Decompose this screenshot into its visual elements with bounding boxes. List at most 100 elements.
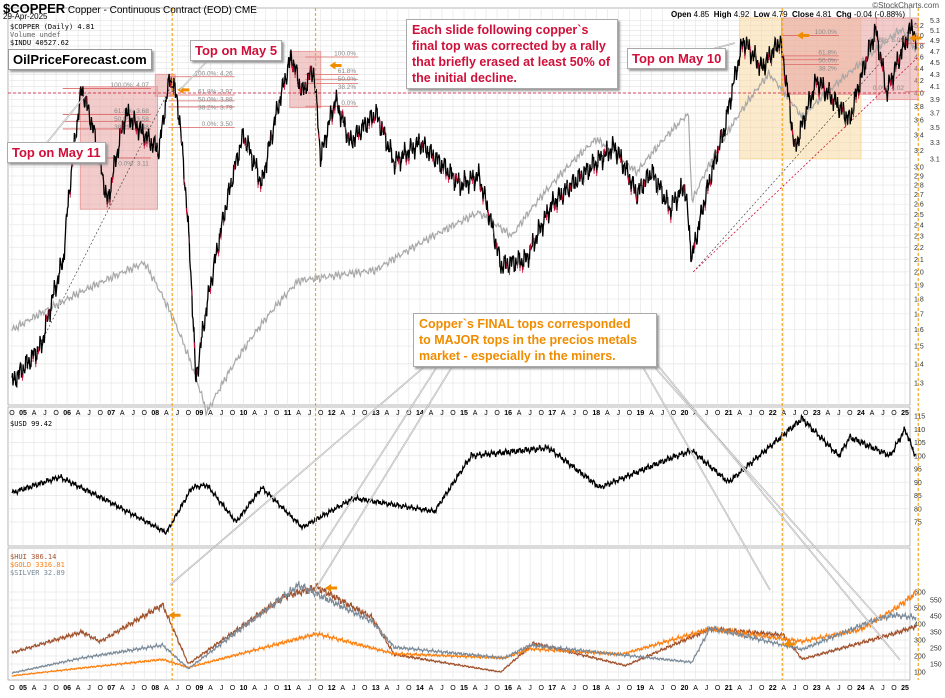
copper-y-tick: 2.1 <box>914 257 924 264</box>
x-tick-label: A <box>296 410 301 417</box>
copper-y-tick: 2.7 <box>914 192 924 199</box>
x-tick-label: J <box>440 685 444 692</box>
copper-y-tick: 3.5 <box>930 125 940 132</box>
x-tick-label: A <box>561 410 566 417</box>
x-tick-label: 23 <box>813 685 821 692</box>
copper-y-tick: 3.7 <box>930 111 940 118</box>
metals-y-tick: 400 <box>914 622 926 629</box>
x-tick-label: J <box>308 410 312 417</box>
copper-y-tick: 4.9 <box>930 38 940 45</box>
x-tick-label: 11 <box>284 410 292 417</box>
copper-y-tick: 2.0 <box>914 269 924 276</box>
callout-top-may-5: Top on May 5 <box>190 40 283 61</box>
x-tick-label: 22 <box>769 410 777 417</box>
fib-label-2011: 50.0% <box>338 76 357 83</box>
x-tick-label: J <box>396 410 400 417</box>
copper-y-tick: 4.6 <box>914 54 924 61</box>
x-tick-label: J <box>881 410 885 417</box>
copper-y-tick: 3.1 <box>930 156 940 163</box>
x-tick-label: 07 <box>107 685 115 692</box>
x-tick-label: J <box>87 685 91 692</box>
copper-y-tick: 3.9 <box>930 97 940 104</box>
x-tick-label: J <box>43 685 47 692</box>
arrow-marker-icon <box>325 584 338 592</box>
x-tick-label: O <box>406 685 412 692</box>
x-tick-label: O <box>274 410 280 417</box>
metals-y-tick: 100 <box>914 670 926 677</box>
callout-pointer <box>179 57 211 91</box>
x-tick-label: J <box>837 685 841 692</box>
fib-label-2006: 0.0%: 3.11 <box>118 160 149 167</box>
x-tick-label: A <box>32 685 37 692</box>
x-tick-label: J <box>837 410 841 417</box>
copper-y-tick: 5.0 <box>914 33 924 40</box>
callout-pointer <box>639 361 771 591</box>
callout-top-may-10: Top on May 10 <box>627 48 727 69</box>
arrow-marker-icon <box>168 611 181 620</box>
x-tick-label: A <box>208 685 213 692</box>
x-tick-label: 20 <box>681 685 689 692</box>
x-tick-label: J <box>661 410 665 417</box>
copper-y-tick: 5.2 <box>914 23 924 30</box>
x-tick-label: J <box>264 410 268 417</box>
fib-label-2011: 100.0% <box>334 50 356 57</box>
usd-y-tick: 85 <box>914 493 922 500</box>
fib-label-2021: 100.0% <box>815 29 837 36</box>
x-tick-label: A <box>605 685 610 692</box>
x-tick-label: 11 <box>284 685 292 692</box>
x-tick-label: 15 <box>460 685 468 692</box>
x-tick-label: O <box>847 410 853 417</box>
fib-label-2006: 100.0%: 4.07 <box>111 82 150 89</box>
copper-y-tick: 5.1 <box>930 28 940 35</box>
x-tick-label: A <box>825 685 830 692</box>
x-tick-label: O <box>583 410 589 417</box>
x-tick-label: A <box>164 685 169 692</box>
x-tick-label: 08 <box>151 410 159 417</box>
x-tick-label: J <box>793 410 797 417</box>
copper-y-tick: 3.3 <box>930 140 940 147</box>
x-tick-label: A <box>120 410 125 417</box>
x-tick-label: A <box>737 685 742 692</box>
usd-y-tick: 115 <box>914 414 925 421</box>
x-tick-label: A <box>737 410 742 417</box>
indu-line <box>11 26 917 416</box>
x-tick-label: J <box>43 410 47 417</box>
x-tick-label: O <box>318 410 324 417</box>
x-tick-label: 17 <box>548 410 556 417</box>
arrow-marker-icon <box>177 85 190 94</box>
silver-line <box>11 581 917 675</box>
x-tick-label: A <box>32 410 37 417</box>
copper-y-tick: 3.6 <box>914 118 924 125</box>
arrow-marker-icon <box>329 61 342 70</box>
callout-pointer <box>654 361 901 661</box>
x-tick-label: A <box>561 685 566 692</box>
copper-y-tick: 3.4 <box>914 132 924 139</box>
x-tick-label: A <box>208 410 213 417</box>
x-tick-label: 09 <box>196 410 204 417</box>
x-tick-label: O <box>230 410 236 417</box>
x-tick-label: J <box>617 685 621 692</box>
x-tick-label: A <box>164 410 169 417</box>
copper-y-tick: 4.8 <box>914 43 924 50</box>
x-tick-label: 22 <box>769 685 777 692</box>
x-tick-label: J <box>264 685 268 692</box>
x-tick-label: J <box>661 685 665 692</box>
x-tick-label: O <box>450 410 456 417</box>
fib-label-2021: 38.2% <box>818 65 837 72</box>
fib-label-2011: 0.0% <box>341 100 356 107</box>
fib-label-2011: 61.8% <box>338 68 357 75</box>
x-tick-label: 10 <box>240 410 248 417</box>
x-tick-label: O <box>538 685 544 692</box>
callout-pointer <box>314 361 456 591</box>
x-tick-label: A <box>649 685 654 692</box>
copper-y-tick: 1.7 <box>914 311 924 318</box>
x-tick-label: J <box>749 685 753 692</box>
x-tick-label: O <box>97 410 103 417</box>
x-tick-label: 12 <box>328 685 336 692</box>
x-tick-label: 06 <box>63 685 71 692</box>
fib-label-2008: 38.2%: 3.79 <box>198 104 233 111</box>
x-tick-label: A <box>649 410 654 417</box>
legend-copper: $COPPER (Daily) 4.81 <box>10 23 95 31</box>
watermark: ©StockCharts.com <box>872 1 939 10</box>
legend-usd: $USD 99.42 <box>10 420 53 428</box>
